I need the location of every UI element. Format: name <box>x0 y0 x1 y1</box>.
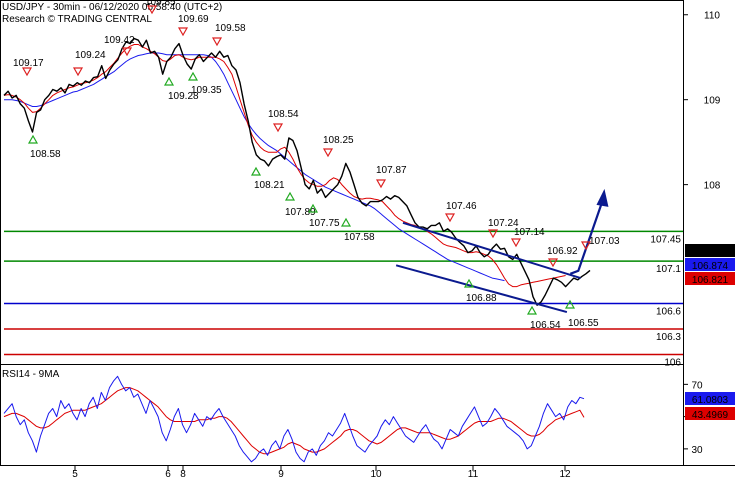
horizontal-levels: 107.45 107.1 106.6 106.3 106 <box>4 230 683 369</box>
trough-marker <box>463 278 475 288</box>
trough-label: 106.88 <box>466 293 497 304</box>
x-tick-label: 6 <box>165 469 171 480</box>
peak-marker <box>487 229 499 239</box>
peak-marker <box>322 148 334 158</box>
peak-marker <box>211 37 223 47</box>
peak-label: 108.25 <box>323 135 354 146</box>
peak-marker <box>375 179 387 189</box>
price-box <box>685 244 735 257</box>
peak-label: 107.87 <box>376 165 407 176</box>
rsi-tick-label: 70 <box>691 380 703 391</box>
trough-label: 106.54 <box>530 320 561 331</box>
peak-marker <box>444 213 456 223</box>
peak-label: 109.69 <box>178 14 209 25</box>
rsi-series <box>3 375 585 463</box>
trough-marker <box>564 299 576 309</box>
x-tick-label: 12 <box>559 469 571 480</box>
peak-label: 109.58 <box>215 23 246 34</box>
trough-label: 107.89 <box>285 207 316 218</box>
peak-label: 106.92 <box>547 246 578 257</box>
y-tick-label: 110 <box>704 11 720 22</box>
channel-lower-line <box>395 264 568 313</box>
peak-label: 109.85 <box>145 0 176 8</box>
price-box-label: 106.989 <box>692 247 729 258</box>
x-tick-label: 8 <box>180 469 186 480</box>
trough-marker <box>284 191 296 201</box>
price-box <box>685 258 735 271</box>
ma_fast-line <box>3 44 566 288</box>
ma_slow-line <box>4 52 505 282</box>
rsi-box-label: 43.4969 <box>692 410 729 421</box>
rsi-box <box>685 392 735 405</box>
trough-label: 107.75 <box>309 218 340 229</box>
trough-label: 109.28 <box>168 91 199 102</box>
peak-marker <box>21 67 33 77</box>
trough-marker <box>250 166 262 176</box>
forecast-arrow-head <box>596 188 609 207</box>
rsi-tick-label: 30 <box>691 445 703 456</box>
rsi-panel-frame <box>0 364 684 466</box>
trend-channel <box>395 188 609 313</box>
level-label: 107.45 <box>650 234 681 245</box>
peak-label: 109.24 <box>75 50 106 61</box>
peak-label: 107.03 <box>589 236 620 247</box>
trough-label: 108.21 <box>254 180 285 191</box>
trough-marker <box>307 203 319 213</box>
x-tick-label: 11 <box>468 469 479 480</box>
trough-marker <box>526 305 538 315</box>
peak-marker <box>510 238 522 248</box>
trough-label: 109.35 <box>191 85 222 96</box>
rsi-box-label: 61.0803 <box>692 395 729 406</box>
chart-header-line2: Research © TRADING CENTRAL <box>2 14 152 25</box>
peak-marker <box>146 5 158 15</box>
rsi-box <box>685 407 735 420</box>
rsi-line <box>3 375 585 463</box>
peak-label: 109.42 <box>104 35 135 46</box>
price-box-label: 106.874 <box>692 261 729 272</box>
x-tick-label: 10 <box>370 469 382 480</box>
peak-marker <box>547 258 559 268</box>
forecast-arrow-line <box>569 203 603 275</box>
trough-marker <box>27 134 39 144</box>
peak-marker <box>580 241 592 251</box>
trough-label: 106.55 <box>568 318 599 329</box>
price-series <box>3 37 591 306</box>
x-tick-label: 5 <box>72 469 78 480</box>
peak-marker <box>272 123 284 133</box>
price-box <box>685 272 735 285</box>
peak-label: 107.24 <box>488 218 519 229</box>
level-label: 106.3 <box>656 332 681 343</box>
peak-label: 109.17 <box>13 58 44 69</box>
trough-label: 107.58 <box>344 232 375 243</box>
peak-marker <box>177 27 189 37</box>
rsi-panel-label: RSI14 - 9MA <box>2 369 60 380</box>
price-line <box>3 37 591 306</box>
trough-marker <box>340 217 352 227</box>
channel-upper-line <box>402 221 581 280</box>
trough-marker <box>163 76 175 86</box>
axes: 5 6 8 9 10 11 12 110 109 108 70 30 <box>72 11 721 480</box>
y-tick-label: 109 <box>704 96 721 107</box>
peak-label: 107.14 <box>514 227 545 238</box>
y-tick-label: 108 <box>704 181 721 192</box>
peak-marker <box>121 47 133 57</box>
level-label: 106 <box>664 358 681 369</box>
level-label: 107.1 <box>656 264 681 275</box>
price-box-label: 106.821 <box>692 275 729 286</box>
trough-marker <box>187 71 199 81</box>
peak-label: 107.46 <box>446 201 477 212</box>
peak-marker <box>72 67 84 77</box>
chart-header-line1: USD/JPY - 30min - 06/12/2020 05:58:40 (U… <box>2 2 222 13</box>
x-tick-label: 9 <box>278 469 284 480</box>
trough-label: 108.58 <box>30 149 61 160</box>
peak-label: 108.54 <box>268 109 299 120</box>
rsi-ma-line <box>3 387 585 455</box>
value-boxes: 106.989 106.874 106.821 61.0803 43.4969 <box>685 244 735 421</box>
level-label: 106.6 <box>656 307 681 318</box>
